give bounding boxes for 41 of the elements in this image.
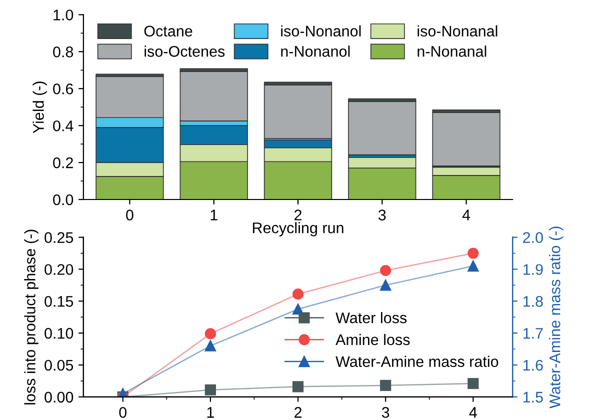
legend-label: Water loss bbox=[336, 312, 407, 324]
x-tick-label: 1 bbox=[210, 210, 218, 220]
x-tick-label: 1 bbox=[207, 407, 214, 418]
legend-label: n-Nonanol bbox=[281, 46, 350, 57]
y-tick-label: 0.2 bbox=[53, 157, 73, 168]
legend-label: iso-Nonanol bbox=[281, 25, 361, 37]
y-tick-label: 0.00 bbox=[44, 392, 74, 403]
x-tick-label: 0 bbox=[126, 210, 134, 220]
y2-tick-label: 1.8 bbox=[523, 296, 543, 307]
legend-label: iso-Nonanal bbox=[418, 25, 498, 37]
y-axis-title: Yield (-) bbox=[32, 82, 47, 134]
y-tick-label: 0.05 bbox=[44, 360, 74, 371]
y-tick-label: 0.20 bbox=[44, 264, 74, 275]
y-tick-label: 0.15 bbox=[44, 296, 74, 307]
y-tick-label: 0.25 bbox=[44, 232, 74, 243]
x-tick-label: 4 bbox=[469, 407, 477, 418]
x-tick-label: 3 bbox=[382, 407, 390, 418]
y-axis-title: loss into product phase (-) bbox=[24, 230, 38, 404]
legend-label: Amine loss bbox=[336, 334, 410, 346]
y2-tick-label: 1.9 bbox=[523, 264, 543, 275]
y2-tick-label: 1.7 bbox=[523, 328, 543, 339]
x-tick-label: 3 bbox=[378, 210, 386, 220]
legend-label: Water-Amine mass ratio bbox=[336, 356, 498, 368]
y-tick-label: 0.0 bbox=[53, 194, 74, 206]
y2-tick-label: 1.6 bbox=[523, 360, 543, 371]
x-tick-label: 2 bbox=[294, 210, 302, 220]
y-tick-label: 1.0 bbox=[54, 10, 74, 20]
x-tick-label: 0 bbox=[119, 407, 126, 418]
y-tick-label: 0.4 bbox=[53, 120, 74, 132]
y-tick-label: 0.10 bbox=[44, 328, 74, 339]
y2-tick-label: 1.5 bbox=[523, 392, 543, 403]
y2-tick-label: 2.0 bbox=[523, 232, 543, 243]
y-tick-label: 0.6 bbox=[53, 83, 74, 94]
x-tick-label: 4 bbox=[462, 210, 470, 220]
legend-label: iso-Octenes bbox=[144, 46, 225, 57]
x-axis-title: Recycling run bbox=[252, 222, 344, 236]
y2-axis-title: Water-Amine mass ratio (-) bbox=[549, 226, 564, 408]
legend-label: n-Nonanal bbox=[418, 46, 486, 57]
y-tick-label: 0.8 bbox=[53, 46, 74, 58]
legend-label: Octane bbox=[144, 26, 192, 37]
x-tick-label: 2 bbox=[294, 407, 302, 418]
